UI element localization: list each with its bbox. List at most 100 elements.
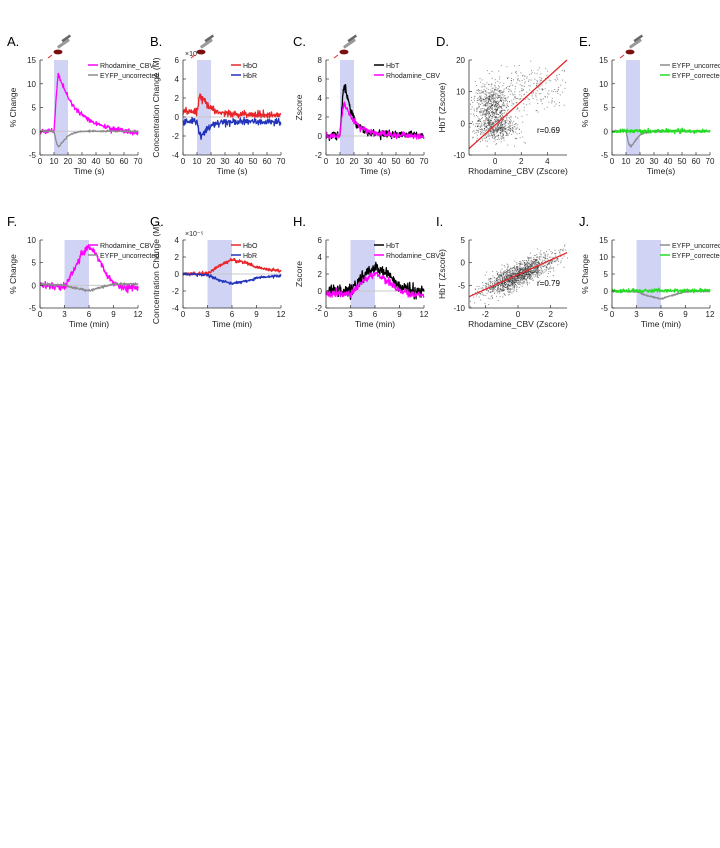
scatter-point [494, 139, 496, 141]
scatter-point [494, 82, 496, 84]
scatter-point [509, 291, 511, 293]
x-axis-label: Time(s) [647, 166, 676, 176]
scatter-point [516, 72, 518, 74]
scatter-point [552, 91, 554, 92]
scatter-point [516, 138, 518, 140]
scatter-point [501, 108, 503, 109]
scatter-point [488, 278, 490, 280]
scatter-point [528, 276, 530, 277]
scatter-point [492, 105, 494, 107]
scatter-point [497, 93, 499, 95]
legend-entry: HbO [243, 63, 258, 70]
x-tick-label: 20 [207, 157, 216, 166]
x-tick-label: 10 [622, 157, 631, 166]
scatter-point [499, 112, 501, 114]
scatter-point [540, 253, 542, 255]
scatter-point [519, 276, 521, 278]
scatter-point [483, 104, 485, 106]
scatter-point [497, 275, 499, 277]
scatter-point [497, 288, 499, 290]
scatter-point [492, 275, 494, 277]
scatter-point [530, 278, 532, 280]
scatter-point [514, 95, 516, 97]
scatter-point [485, 114, 487, 116]
scatter-point [495, 116, 497, 117]
scatter-point [496, 287, 498, 289]
scatter-point [506, 281, 508, 283]
x-tick-label: 50 [249, 157, 258, 166]
scatter-point [492, 113, 494, 115]
scatter-point [488, 103, 490, 105]
scatter-point [502, 287, 504, 288]
scatter-point [513, 103, 515, 105]
scatter-point [483, 124, 485, 126]
scatter-point [511, 278, 513, 280]
scatter-point [555, 255, 557, 257]
scatter-point [489, 97, 491, 99]
scatter-point [487, 118, 489, 120]
scatter-point [539, 252, 541, 254]
scatter-point [513, 284, 515, 286]
scatter-point [558, 74, 560, 75]
scatter-point [501, 282, 503, 284]
scatter-point [512, 132, 514, 134]
scatter-point [482, 114, 484, 116]
scatter-point [511, 133, 513, 135]
scatter-point [564, 87, 566, 89]
scatter-point [497, 107, 499, 109]
scatter-point [523, 276, 525, 277]
scatter-point [491, 105, 493, 107]
scatter-point [501, 268, 503, 270]
scatter-point [500, 280, 501, 282]
scatter-point [509, 278, 511, 280]
scatter-point [536, 260, 538, 262]
scatter-point [484, 110, 486, 111]
scatter-point [476, 137, 478, 139]
scatter-point [514, 97, 516, 99]
scatter-point [503, 274, 505, 276]
scatter-point [510, 272, 512, 274]
scatter-point [494, 281, 496, 282]
x-tick-label: 0 [181, 157, 186, 166]
scatter-point [485, 126, 487, 128]
scatter-point [521, 263, 523, 265]
scatter-point [543, 253, 545, 255]
scatter-point [501, 290, 503, 292]
legend-entry: EYFP_uncorrected [672, 63, 720, 70]
scatter-point [521, 90, 523, 92]
scatter-point [500, 131, 502, 133]
scatter-point [544, 258, 546, 260]
scatter-point [495, 117, 496, 119]
scatter-point [491, 129, 493, 131]
scatter-point [528, 79, 530, 81]
x-tick-label: 3 [634, 310, 639, 319]
scatter-point [540, 73, 542, 75]
scatter-point [475, 295, 477, 297]
fiber-tip [196, 49, 206, 55]
scatter-point [507, 101, 508, 103]
scatter-point [502, 124, 504, 126]
scatter-point [542, 265, 544, 267]
scatter-point [535, 255, 537, 257]
scatter-point [530, 271, 532, 272]
scatter-point [497, 275, 499, 277]
y-tick-label: 10 [599, 253, 608, 262]
scatter-point [497, 114, 499, 115]
scatter-point [516, 102, 518, 103]
scatter-point [513, 285, 515, 287]
scatter-point [523, 93, 525, 95]
scatter-point [549, 261, 551, 263]
scatter-point [538, 88, 540, 90]
scatter-point [474, 302, 475, 304]
scatter-point [495, 109, 497, 111]
scatter-point [502, 127, 504, 129]
scatter-point [501, 97, 503, 99]
scatter-point [530, 60, 532, 62]
scatter-point [508, 287, 510, 289]
scatter-point [502, 85, 504, 87]
scatter-point [489, 112, 491, 114]
scatter-point [493, 102, 494, 104]
scatter-point [546, 269, 548, 271]
scatter-point [497, 90, 499, 92]
scatter-point [557, 88, 559, 90]
